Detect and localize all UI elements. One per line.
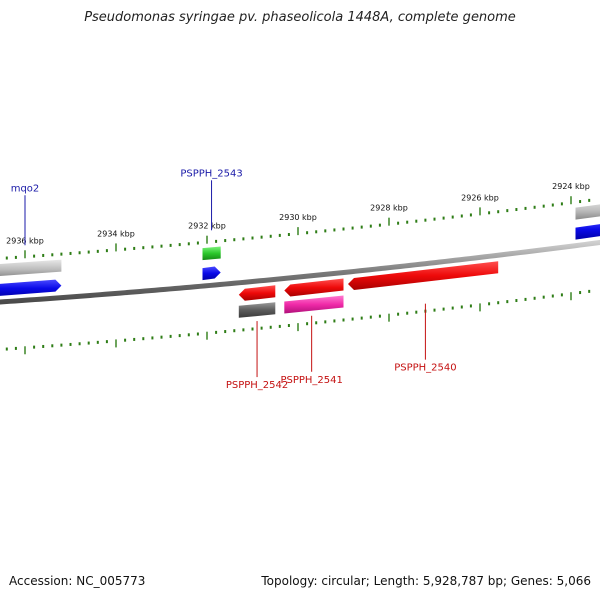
gene-feature-darkgray[interactable] — [238, 302, 276, 318]
gene-feature-blue[interactable] — [202, 266, 221, 281]
gene-feature-gray[interactable] — [0, 259, 62, 278]
gene-feature-red[interactable] — [238, 285, 276, 301]
gene-label[interactable]: PSPPH_2540 — [394, 363, 456, 374]
kbp-label: 2926 kbp — [461, 193, 499, 202]
gene-label[interactable]: PSPPH_2541 — [280, 375, 342, 386]
gene-label[interactable]: mqo2 — [11, 183, 40, 194]
gene-feature-blue[interactable] — [575, 219, 600, 240]
gene-feature-green[interactable] — [202, 246, 221, 261]
gene-label[interactable]: PSPPH_2543 — [180, 168, 242, 179]
gene-feature-blue[interactable] — [0, 279, 62, 298]
kbp-label: 2932 kbp — [188, 222, 226, 231]
gene-label[interactable]: PSPPH_2542 — [226, 380, 288, 391]
accession-text: Accession: NC_005773 — [9, 574, 146, 588]
gene-feature-gray[interactable] — [575, 199, 600, 220]
kbp-label: 2934 kbp — [97, 229, 135, 238]
kbp-label: 2928 kbp — [370, 204, 408, 213]
kbp-label: 2924 kbp — [552, 182, 590, 191]
gene-feature-red[interactable] — [348, 261, 499, 290]
gene-feature-red[interactable] — [284, 278, 344, 297]
kbp-label: 2930 kbp — [279, 213, 317, 222]
map-title: Pseudomonas syringae pv. phaseolicola 14… — [84, 10, 516, 25]
gene-feature-magenta[interactable] — [284, 295, 344, 314]
genome-summary-text: Topology: circular; Length: 5,928,787 bp… — [261, 574, 591, 588]
genome-backbone — [0, 239, 600, 305]
